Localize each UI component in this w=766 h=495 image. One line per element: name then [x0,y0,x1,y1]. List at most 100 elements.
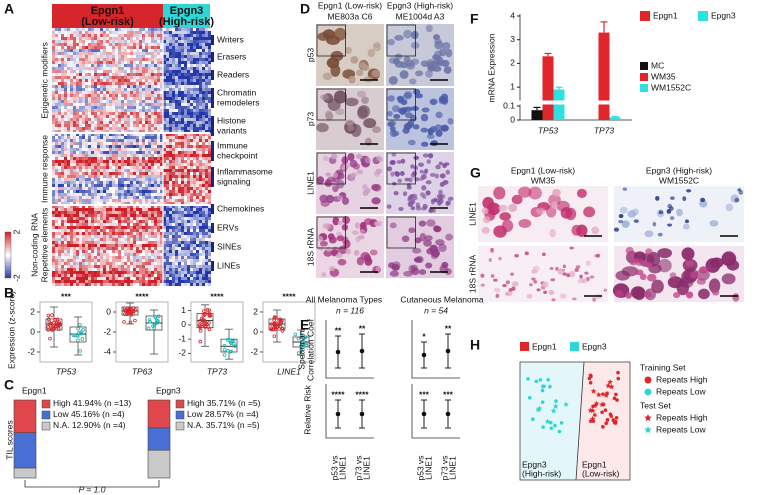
heatmap-cell [139,226,142,229]
heatmap-cell [85,64,88,67]
heatmap-cell [193,121,196,124]
heatmap-cell [196,217,199,220]
row-item-label: remodelers [217,97,260,107]
heatmap-cell [196,220,199,223]
heatmap-cell [178,178,181,181]
heatmap-cell [190,223,193,226]
heatmap-cell [205,247,208,250]
heatmap-cell [193,277,196,280]
heatmap-cell [61,157,64,160]
heatmap-cell [118,43,121,46]
heatmap-cell [148,151,151,154]
heatmap-cell [124,118,127,121]
heatmap-cell [61,250,64,253]
heatmap-cell [64,88,67,91]
heatmap-cell [103,88,106,91]
heatmap-cell [133,259,136,262]
heatmap-cell [118,166,121,169]
heatmap-cell [118,67,121,70]
heatmap-cell [187,115,190,118]
heatmap-cell [103,37,106,40]
heatmap-cell [103,193,106,196]
heatmap-cell [103,223,106,226]
heatmap-cell [133,154,136,157]
heatmap-cell [109,124,112,127]
heatmap-cell [55,67,58,70]
heatmap-cell [184,259,187,262]
heatmap-cell [187,280,190,283]
heatmap-cell [58,226,61,229]
heatmap-cell [61,241,64,244]
heatmap-cell [106,265,109,268]
heatmap-cell [127,61,130,64]
heatmap-cell [148,256,151,259]
heatmap-cell [52,97,55,100]
heatmap-cell [142,253,145,256]
heatmap-cell [103,181,106,184]
heatmap-cell [208,274,211,277]
heatmap-cell [91,46,94,49]
heatmap-cell [193,280,196,283]
heatmap-cell [61,115,64,118]
heatmap-cell [70,61,73,64]
heatmap-cell [70,160,73,163]
heatmap-cell [199,70,202,73]
heatmap-cell [121,61,124,64]
heatmap-cell [139,85,142,88]
heatmap-cell [145,280,148,283]
heatmap-cell [208,145,211,148]
micrograph [386,24,454,86]
heatmap-cell [91,253,94,256]
heatmap-cell [67,226,70,229]
heatmap-cell [151,37,154,40]
heatmap-cell [139,241,142,244]
heatmap-cell [166,70,169,73]
heatmap-cell [148,148,151,151]
heatmap-cell [109,118,112,121]
heatmap-cell [187,175,190,178]
heatmap-cell [172,79,175,82]
heatmap-cell [55,76,58,79]
heatmap-cell [202,34,205,37]
heatmap-cell [169,262,172,265]
heatmap-cell [139,64,142,67]
heatmap-cell [133,265,136,268]
heatmap-cell [61,235,64,238]
heatmap-cell [52,136,55,139]
heatmap-cell [154,217,157,220]
heatmap-cell [148,64,151,67]
heatmap-cell [154,196,157,199]
heatmap-cell [121,28,124,31]
heatmap-cell [151,76,154,79]
heatmap-cell [199,136,202,139]
heatmap-cell [124,268,127,271]
heatmap-cell [118,283,121,286]
heatmap-cell [58,262,61,265]
heatmap-cell [148,67,151,70]
heatmap-cell [169,91,172,94]
heatmap-cell [82,124,85,127]
heatmap-cell [121,229,124,232]
heatmap-cell [64,28,67,31]
heatmap-cell [154,70,157,73]
heatmap-cell [202,256,205,259]
heatmap-cell [178,238,181,241]
heatmap-cell [118,121,121,124]
heatmap-cell [133,40,136,43]
heatmap-cell [157,220,160,223]
heatmap-cell [97,253,100,256]
heatmap-cell [70,241,73,244]
heatmap-cell [205,220,208,223]
heatmap-cell [178,79,181,82]
heatmap-cell [76,31,79,34]
heatmap-cell [85,88,88,91]
heatmap-cell [109,256,112,259]
heatmap-cell [85,169,88,172]
heatmap-cell [127,217,130,220]
heatmap-cell [178,271,181,274]
heatmap-cell [88,121,91,124]
heatmap-cell [145,115,148,118]
heatmap-cell [79,121,82,124]
heatmap-cell [199,175,202,178]
heatmap-cell [103,55,106,58]
